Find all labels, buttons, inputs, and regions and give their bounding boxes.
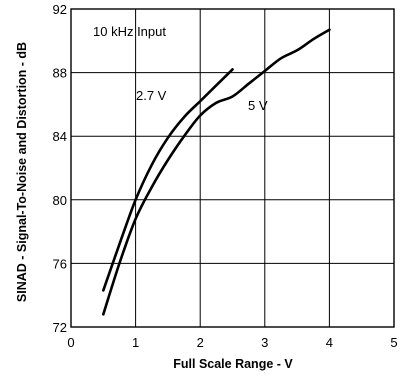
y-tick-labels: 72 76 80 84 88 92 — [53, 2, 67, 335]
x-tick-label: 0 — [67, 335, 74, 350]
series-line-2-7v — [102, 68, 234, 292]
y-tick-label: 72 — [53, 320, 67, 335]
x-tick-labels: 0 1 2 3 4 5 — [67, 335, 397, 350]
grid-lines — [71, 9, 394, 327]
y-tick-label: 80 — [53, 193, 67, 208]
x-tick-label: 4 — [326, 335, 333, 350]
x-tick-label: 5 — [390, 335, 397, 350]
x-tick-label: 2 — [197, 335, 204, 350]
y-axis-label: SINAD - Signal-To-Noise and Distortion -… — [15, 42, 29, 302]
plot-frame — [70, 8, 395, 328]
x-axis-label: Full Scale Range - V — [173, 357, 293, 371]
x-tick-label: 3 — [261, 335, 268, 350]
y-tick-label: 84 — [53, 129, 67, 144]
series-lines — [102, 28, 331, 316]
series-line-5v — [102, 28, 331, 316]
series-label-5v: 5 V — [248, 98, 268, 113]
x-tick-label: 1 — [132, 335, 139, 350]
y-tick-label: 76 — [53, 256, 67, 271]
annotation-10khz-input: 10 kHz Input — [93, 24, 166, 39]
series-label-2-7v: 2.7 V — [136, 88, 167, 103]
y-tick-label: 92 — [53, 2, 67, 17]
y-tick-label: 88 — [53, 66, 67, 81]
